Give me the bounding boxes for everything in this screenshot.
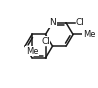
Text: Cl: Cl [76,18,85,27]
Text: Cl: Cl [41,37,50,46]
Text: Me: Me [83,30,95,39]
Text: Me: Me [26,47,38,56]
Text: N: N [49,18,56,27]
